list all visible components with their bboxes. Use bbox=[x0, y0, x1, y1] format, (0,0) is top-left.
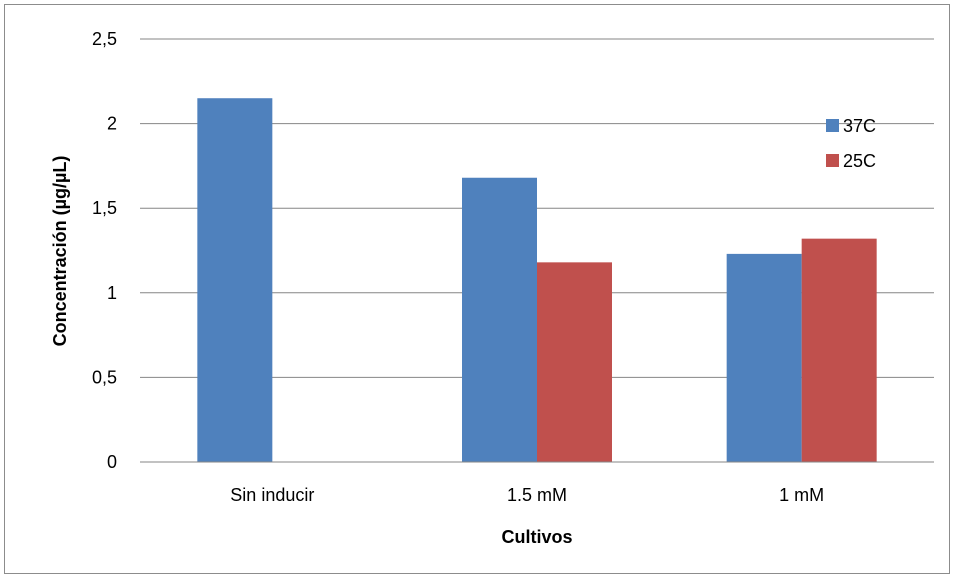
legend-swatch-37c bbox=[826, 119, 839, 132]
y-tick-label: 2 bbox=[107, 114, 117, 134]
x-tick-label: 1 mM bbox=[779, 485, 824, 505]
x-axis-title: Cultivos bbox=[501, 527, 572, 547]
legend-label: 37C bbox=[843, 116, 876, 136]
y-tick-label: 0,5 bbox=[92, 367, 117, 387]
x-tick-label: 1.5 mM bbox=[507, 485, 567, 505]
legend: 37C 25C bbox=[826, 116, 876, 171]
y-tick-label: 1,5 bbox=[92, 198, 117, 218]
legend-label: 25C bbox=[843, 151, 876, 171]
x-tick-label: Sin inducir bbox=[230, 485, 314, 505]
bar-37c-0 bbox=[197, 98, 273, 462]
y-tick-label: 1 bbox=[107, 283, 117, 303]
y-axis-title: Concentración (µg/µL) bbox=[50, 156, 70, 347]
legend-swatch-25c bbox=[826, 154, 839, 167]
y-tick-label: 2,5 bbox=[92, 29, 117, 49]
x-tick-labels: Sin inducir 1.5 mM 1 mM bbox=[230, 485, 824, 505]
bar-37c-1 bbox=[462, 177, 537, 462]
bar-25c-1 bbox=[537, 262, 612, 462]
y-tick-label: 0 bbox=[107, 452, 117, 472]
bar-25c-2 bbox=[801, 238, 877, 462]
bar-37c-2 bbox=[726, 253, 802, 462]
bars bbox=[197, 98, 877, 462]
y-tick-labels: 0 0,5 1 1,5 2 2,5 bbox=[92, 29, 117, 472]
